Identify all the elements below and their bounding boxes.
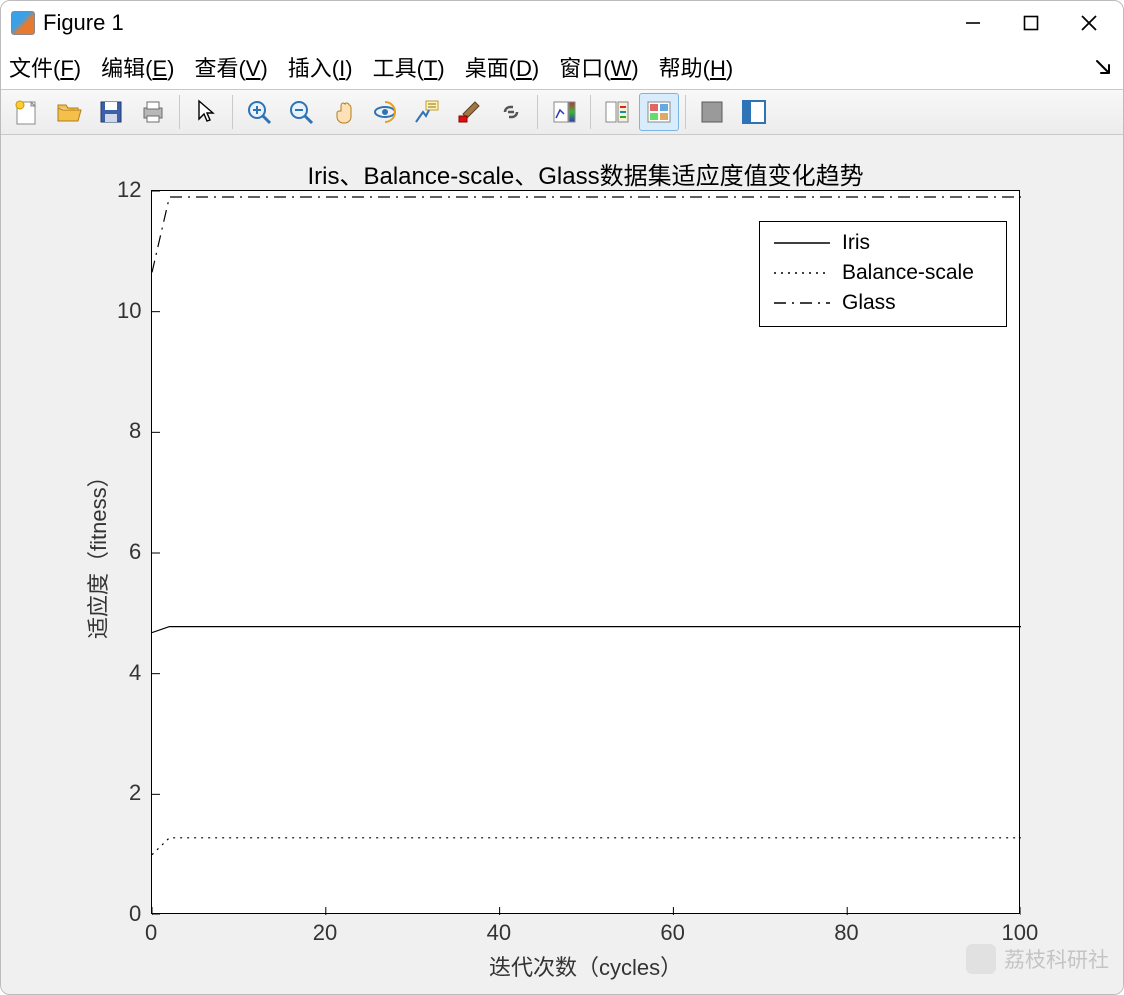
plotbrowser-icon[interactable]	[639, 93, 679, 131]
axes[interactable]: Iris Balance-scale Glass	[151, 190, 1020, 914]
menu-h[interactable]: 帮助(H)	[659, 51, 734, 83]
legend-label: Glass	[842, 291, 896, 315]
figure-canvas: Iris、Balance-scale、Glass数据集适应度值变化趋势 Iris…	[1, 135, 1123, 994]
maximize-button[interactable]	[1003, 3, 1059, 43]
y-tick-label: 6	[129, 539, 141, 565]
legend-item[interactable]: Balance-scale	[772, 258, 994, 288]
menu-i[interactable]: 插入(I)	[288, 51, 353, 83]
zoom-in-icon[interactable]	[239, 93, 279, 131]
toolbar-separator	[685, 95, 686, 129]
titlebar: Figure 1	[1, 1, 1123, 45]
hide-icon[interactable]	[692, 93, 732, 131]
y-axis-label: 适应度（fitness）	[81, 465, 113, 639]
x-tick-label: 100	[1002, 920, 1039, 946]
pan-icon[interactable]	[323, 93, 363, 131]
toolbar-separator	[232, 95, 233, 129]
legend-swatch	[772, 231, 832, 255]
y-tick-label: 0	[129, 901, 141, 927]
y-tick-label: 2	[129, 780, 141, 806]
menu-v[interactable]: 查看(V)	[194, 51, 267, 83]
chart-title: Iris、Balance-scale、Glass数据集适应度值变化趋势	[308, 156, 864, 191]
series-balance-scale	[152, 838, 1021, 855]
matlab-logo-icon	[11, 11, 35, 35]
minimize-button[interactable]	[945, 3, 1001, 43]
toolbar-separator	[537, 95, 538, 129]
legend-item[interactable]: Iris	[772, 228, 994, 258]
toolbar-separator	[179, 95, 180, 129]
legend-icon[interactable]	[597, 93, 637, 131]
menubar: 文件(F) 编辑(E) 查看(V) 插入(I) 工具(T) 桌面(D) 窗口(W) 帮助(H)	[1, 45, 1123, 89]
legend-label: Balance-scale	[842, 261, 974, 285]
x-tick-label: 20	[313, 920, 337, 946]
close-button[interactable]	[1061, 3, 1117, 43]
series-iris	[152, 627, 1021, 633]
rotate3d-icon[interactable]	[365, 93, 405, 131]
window-title: Figure 1	[43, 10, 124, 36]
save-icon[interactable]	[91, 93, 131, 131]
toolbar	[1, 89, 1123, 135]
legend-swatch	[772, 261, 832, 285]
open-icon[interactable]	[49, 93, 89, 131]
toolbar-separator	[590, 95, 591, 129]
pointer-icon[interactable]	[186, 93, 226, 131]
figure-window: Figure 1 文件(F) 编辑(E) 查看(V) 插入(I) 工具(T) 桌面(D) 窗…	[0, 0, 1124, 995]
menu-w[interactable]: 窗口(W)	[559, 51, 638, 83]
x-axis-label: 迭代次数（cycles）	[489, 950, 682, 982]
legend-label: Iris	[842, 231, 870, 255]
y-tick-label: 12	[117, 177, 141, 203]
brush-icon[interactable]	[449, 93, 489, 131]
datatip-icon[interactable]	[407, 93, 447, 131]
watermark-icon	[966, 944, 996, 974]
colorbar-icon[interactable]	[544, 93, 584, 131]
legend[interactable]: Iris Balance-scale Glass	[759, 221, 1007, 327]
x-tick-label: 40	[487, 920, 511, 946]
watermark-text: 荔枝科研社	[1004, 944, 1109, 974]
link-icon[interactable]	[491, 93, 531, 131]
print-icon[interactable]	[133, 93, 173, 131]
menu-f[interactable]: 文件(F)	[9, 51, 81, 83]
menu-d[interactable]: 桌面(D)	[465, 51, 540, 83]
x-tick-label: 0	[145, 920, 157, 946]
dock-icon[interactable]	[734, 93, 774, 131]
x-tick-label: 80	[834, 920, 858, 946]
legend-item[interactable]: Glass	[772, 288, 994, 318]
y-tick-label: 4	[129, 660, 141, 686]
y-tick-label: 10	[117, 298, 141, 324]
zoom-out-icon[interactable]	[281, 93, 321, 131]
menu-e[interactable]: 编辑(E)	[101, 51, 174, 83]
dock-arrow-icon[interactable]	[1095, 59, 1113, 77]
x-tick-label: 60	[660, 920, 684, 946]
legend-swatch	[772, 291, 832, 315]
new-figure-icon[interactable]	[7, 93, 47, 131]
menu-t[interactable]: 工具(T)	[373, 51, 445, 83]
y-tick-label: 8	[129, 418, 141, 444]
watermark: 荔枝科研社	[966, 944, 1109, 974]
